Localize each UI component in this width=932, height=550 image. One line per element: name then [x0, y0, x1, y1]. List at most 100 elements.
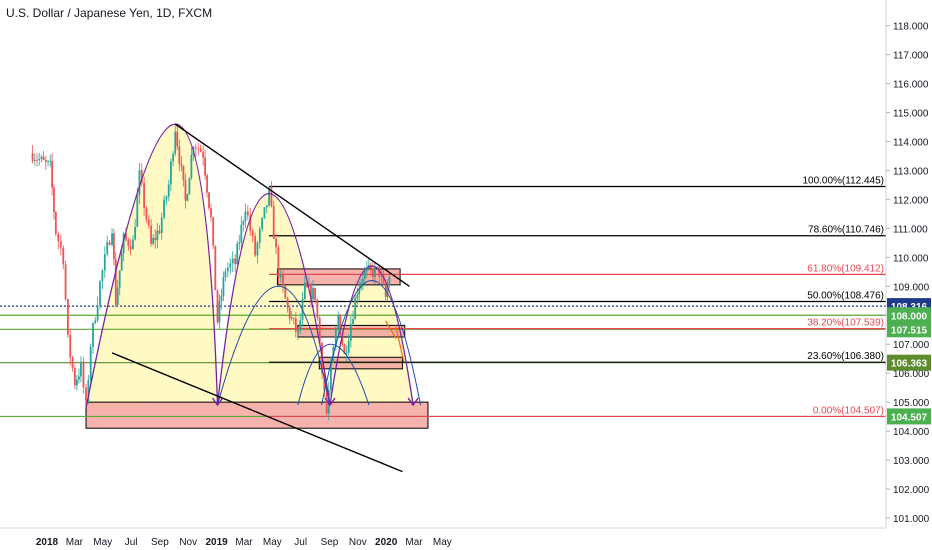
- candle-body: [308, 284, 310, 287]
- candle-body: [242, 221, 245, 225]
- candle-body: [376, 266, 378, 268]
- candle-body: [222, 277, 225, 296]
- arrow-head-1: [211, 397, 224, 407]
- candle-body: [180, 163, 183, 166]
- candle-body: [134, 226, 137, 240]
- candle-body: [156, 230, 159, 241]
- y-tick-label: 105.000: [893, 398, 930, 409]
- candle-body: [234, 258, 237, 265]
- candle-body: [380, 275, 383, 277]
- candle-body: [284, 286, 287, 299]
- candle-body: [378, 266, 381, 277]
- candle-body: [226, 267, 229, 272]
- candle-body: [78, 376, 80, 380]
- candle-body: [236, 243, 239, 265]
- x-tick-label: Mar: [405, 537, 423, 548]
- candle-body: [127, 239, 130, 246]
- fib-label-5: 23.60%(106.380): [807, 351, 884, 362]
- y-tick-label: 118.000: [893, 22, 929, 33]
- candle-body: [44, 159, 47, 162]
- y-tick-label: 112.000: [893, 195, 929, 206]
- candle-body: [314, 287, 316, 300]
- candle-body: [64, 264, 67, 300]
- orange-arrow-2: [395, 326, 405, 362]
- candle-body: [69, 334, 72, 358]
- candle-body: [80, 361, 82, 377]
- x-tick-label: Mar: [235, 537, 253, 548]
- trendlines-layer: [111, 123, 410, 473]
- y-tick-label: 109.000: [893, 282, 930, 293]
- candle-body: [47, 161, 49, 163]
- candle-body: [296, 330, 299, 332]
- candle-body: [113, 233, 115, 260]
- candle-body: [386, 285, 389, 297]
- y-tick-label: 101.000: [893, 514, 930, 525]
- price-tag-label: 106.363: [891, 359, 928, 370]
- candle-body: [122, 233, 125, 253]
- purple-arc-3: [329, 265, 414, 406]
- candle-body: [31, 153, 34, 162]
- candle-body: [303, 282, 306, 299]
- candle-body: [51, 160, 54, 188]
- candle-body: [208, 192, 210, 209]
- candle-body: [352, 319, 354, 325]
- x-tick-label: 2019: [205, 537, 228, 548]
- candle-body: [263, 207, 266, 219]
- trendline-1: [174, 123, 410, 287]
- candle-body: [75, 379, 78, 386]
- orange-arrow-1: [385, 320, 397, 339]
- candle-body: [125, 233, 127, 240]
- candle-body: [87, 380, 90, 401]
- candle-body: [210, 208, 212, 218]
- candle-body: [356, 294, 359, 299]
- candle-body: [92, 323, 94, 347]
- candle-body: [67, 299, 69, 335]
- price-tag-107.515: [887, 321, 931, 338]
- fib-label-3: 50.00%(108.476): [807, 290, 884, 301]
- trendline-2: [111, 352, 403, 473]
- y-tick-label: 116.000: [893, 80, 929, 91]
- candle-body: [312, 287, 314, 300]
- x-tick-label: Jul: [125, 537, 138, 548]
- candle-body: [251, 230, 254, 237]
- candle-body: [99, 281, 101, 306]
- candle-body: [261, 218, 264, 230]
- y-tick-label: 110.000: [893, 253, 929, 264]
- candle-body: [374, 266, 376, 278]
- candle-body: [294, 318, 297, 332]
- candle-body: [62, 247, 65, 265]
- candle-body: [106, 242, 109, 255]
- candle-body: [288, 307, 291, 319]
- candle-body: [199, 148, 202, 152]
- candle-body: [305, 282, 308, 287]
- candle-body: [299, 320, 302, 331]
- x-tick-label: May: [433, 537, 452, 548]
- candle-body: [246, 211, 249, 216]
- candle-body: [38, 158, 41, 161]
- fib-label-1: 78.60%(110.746): [808, 225, 884, 236]
- candle-body: [140, 170, 143, 183]
- y-tick-label: 102.000: [893, 485, 930, 496]
- candle-body: [337, 314, 340, 330]
- candle-body: [339, 314, 342, 335]
- candle-body: [254, 236, 257, 256]
- candle-body: [188, 178, 191, 195]
- candle-body: [290, 317, 293, 319]
- candle-body: [49, 160, 52, 162]
- price-tag-106.363: [887, 354, 931, 371]
- candle-body: [94, 320, 97, 324]
- fibonacci-layer: 100.00%(112.445) 78.60%(110.746) 61.80%(10…: [269, 176, 886, 418]
- candle-body: [190, 155, 193, 179]
- candle-body: [111, 233, 113, 245]
- candle-body: [372, 268, 374, 278]
- candle-body: [325, 390, 328, 414]
- price-tag-label: 107.515: [891, 325, 928, 336]
- candle-body: [364, 271, 366, 279]
- candle-body: [53, 187, 55, 213]
- price-tag-104.507: [887, 408, 931, 425]
- blue-arc-3: [321, 280, 422, 406]
- fib-label-0: 100.00%(112.445): [802, 176, 884, 187]
- candle-body: [143, 182, 146, 209]
